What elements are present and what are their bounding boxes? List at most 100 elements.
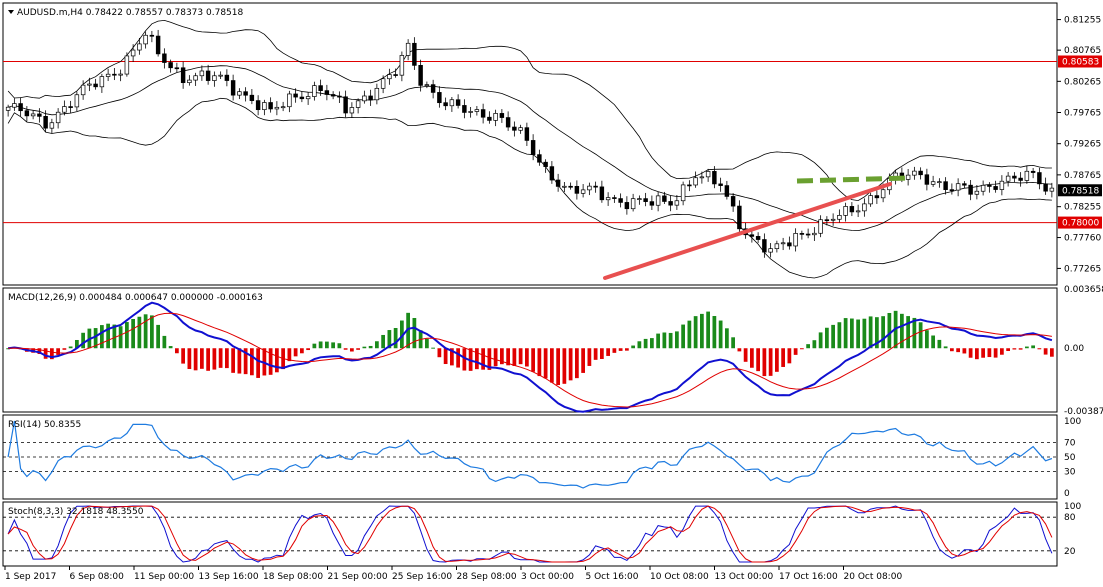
candle[interactable] — [749, 230, 755, 243]
candle[interactable] — [418, 59, 423, 92]
candle[interactable] — [955, 178, 961, 197]
candle[interactable] — [399, 51, 405, 82]
candle[interactable] — [30, 110, 36, 120]
candle[interactable] — [1037, 167, 1042, 190]
candle[interactable] — [662, 191, 667, 205]
candle[interactable] — [224, 69, 230, 87]
candle[interactable] — [337, 91, 342, 103]
candle[interactable] — [849, 202, 855, 217]
candle[interactable] — [937, 178, 942, 188]
candle[interactable] — [49, 118, 55, 134]
candle[interactable] — [674, 195, 680, 210]
candle[interactable] — [618, 193, 623, 208]
candle[interactable] — [643, 192, 648, 207]
candle[interactable] — [312, 81, 317, 101]
candle[interactable] — [812, 227, 817, 241]
candle[interactable] — [143, 31, 148, 49]
candle[interactable] — [524, 122, 530, 146]
candle[interactable] — [987, 182, 992, 193]
candle[interactable] — [12, 98, 17, 111]
candle[interactable] — [512, 121, 517, 137]
candle[interactable] — [505, 111, 511, 131]
candle[interactable] — [355, 98, 361, 114]
candle[interactable] — [793, 228, 798, 252]
candle[interactable] — [1005, 172, 1011, 187]
candle[interactable] — [449, 96, 455, 112]
candle[interactable] — [568, 182, 573, 190]
candle[interactable] — [574, 180, 580, 200]
candle[interactable] — [818, 215, 823, 238]
dropdown-arrow-icon[interactable] — [8, 10, 14, 14]
candle[interactable] — [805, 228, 811, 239]
candle[interactable] — [162, 48, 167, 69]
candle[interactable] — [993, 180, 998, 193]
candle[interactable] — [68, 100, 73, 114]
candle[interactable] — [924, 168, 930, 191]
candle[interactable] — [543, 159, 548, 173]
candle[interactable] — [974, 185, 980, 200]
candle[interactable] — [424, 81, 430, 89]
candle[interactable] — [918, 167, 923, 180]
candle[interactable] — [680, 181, 686, 206]
candle[interactable] — [243, 87, 248, 102]
candle[interactable] — [118, 69, 123, 82]
candle[interactable] — [174, 62, 180, 73]
candle[interactable] — [712, 166, 717, 189]
candle[interactable] — [380, 75, 386, 94]
candle[interactable] — [299, 90, 305, 103]
trendline[interactable] — [603, 182, 892, 280]
candle[interactable] — [912, 166, 917, 180]
candle[interactable] — [718, 177, 723, 192]
candle[interactable] — [762, 233, 767, 258]
candle[interactable] — [55, 108, 61, 129]
candle[interactable] — [393, 68, 398, 78]
candle[interactable] — [487, 111, 492, 124]
candle[interactable] — [149, 30, 155, 43]
candle[interactable] — [343, 90, 348, 118]
candle[interactable] — [624, 196, 630, 215]
candle[interactable] — [980, 180, 986, 196]
candle[interactable] — [824, 216, 830, 226]
candle[interactable] — [280, 101, 286, 112]
candle[interactable] — [593, 181, 598, 193]
candle[interactable] — [112, 68, 117, 81]
candle[interactable] — [137, 37, 142, 55]
candle[interactable] — [293, 88, 298, 103]
candle[interactable] — [637, 195, 642, 205]
candle[interactable] — [180, 61, 186, 89]
candle[interactable] — [87, 77, 92, 92]
candle[interactable] — [249, 89, 255, 105]
candle[interactable] — [18, 97, 23, 117]
candle[interactable] — [555, 173, 561, 192]
candle[interactable] — [1049, 182, 1055, 198]
candle[interactable] — [474, 106, 480, 116]
candle[interactable] — [80, 80, 86, 100]
candle[interactable] — [724, 180, 730, 200]
candle[interactable] — [699, 171, 705, 184]
candle[interactable] — [599, 180, 605, 203]
candle[interactable] — [468, 107, 473, 118]
candle[interactable] — [168, 59, 173, 73]
candle[interactable] — [324, 84, 330, 101]
candle[interactable] — [105, 68, 111, 82]
candle[interactable] — [412, 37, 417, 70]
candle[interactable] — [368, 89, 373, 106]
candle[interactable] — [530, 134, 536, 161]
candle[interactable] — [843, 202, 848, 222]
candle[interactable] — [862, 198, 867, 217]
candle[interactable] — [855, 204, 861, 218]
candle[interactable] — [693, 171, 698, 188]
candle[interactable] — [374, 83, 380, 105]
candle[interactable] — [187, 75, 192, 86]
candle[interactable] — [274, 101, 280, 116]
candle[interactable] — [755, 232, 761, 243]
candle[interactable] — [612, 194, 617, 203]
candle[interactable] — [930, 175, 936, 187]
candle[interactable] — [155, 29, 161, 57]
candle[interactable] — [99, 73, 105, 93]
candle[interactable] — [874, 190, 880, 204]
candle[interactable] — [462, 99, 467, 119]
candle[interactable] — [943, 177, 948, 195]
candle[interactable] — [1030, 168, 1036, 179]
